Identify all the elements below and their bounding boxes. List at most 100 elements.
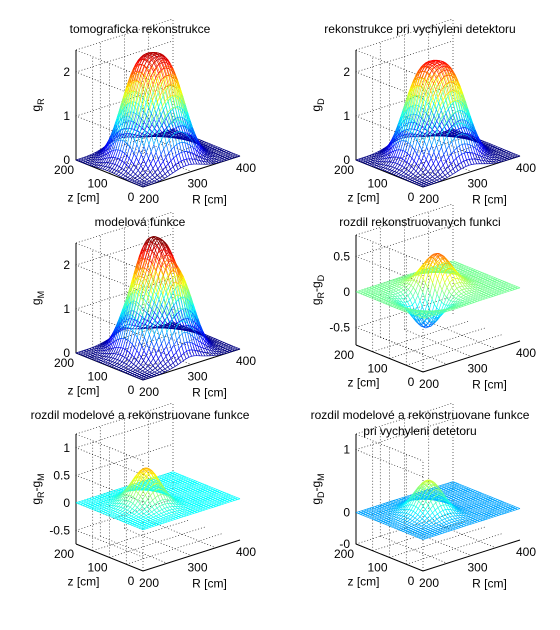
value-tick-label: 0 xyxy=(63,153,70,167)
value-axis-label: gD xyxy=(309,98,326,112)
r-tick-label: 200 xyxy=(419,192,439,206)
z-axis xyxy=(355,344,424,373)
r-tick-label: 200 xyxy=(139,192,159,206)
z-axis-label: z [cm] xyxy=(68,575,100,589)
value-axis-label: gR-gM xyxy=(29,473,46,504)
surface-mesh xyxy=(355,59,521,188)
surface-plot-5: -0.5 0 0.5 1 200 300 400 0 100 200 R [cm] z [cm] gR-… xyxy=(29,402,256,591)
surface-panel-6: rozdil modelové a rekonstruovane funkce p… xyxy=(280,392,560,597)
value-axis-label: gR-gD xyxy=(309,274,326,305)
value-tick-label: -0.5 xyxy=(329,320,350,334)
z-tick-label: 0 xyxy=(408,190,415,204)
value-tick-label: 1 xyxy=(343,443,350,457)
surface-panel-2: rekonstrukce pri vychyleni detektoru 0 1 2 2… xyxy=(280,0,560,207)
surface-mesh xyxy=(75,51,241,188)
r-tick-label: 300 xyxy=(467,177,487,191)
svg-text:gD: gD xyxy=(309,98,326,112)
z-axis-label: z [cm] xyxy=(348,575,380,589)
r-tick-label: 300 xyxy=(187,370,207,384)
z-tick-label: 200 xyxy=(54,356,74,370)
value-tick-label: 1 xyxy=(63,109,70,123)
value-tick-label: 0.5 xyxy=(53,468,70,482)
svg-text:gR: gR xyxy=(29,98,46,112)
surface-mesh xyxy=(75,236,241,381)
r-tick-label: 400 xyxy=(516,545,536,559)
z-tick-label: 100 xyxy=(87,561,107,575)
surface-mesh xyxy=(355,479,521,540)
r-axis-label: R [cm] xyxy=(472,577,507,591)
tick-labels: -0.5 0 0.5 200 300 400 0 100 200 xyxy=(329,249,536,391)
plot-title: rozdil modelové a rekonstruovane funkce xyxy=(30,408,250,422)
value-tick-label: 0 xyxy=(343,506,350,520)
z-axis xyxy=(355,543,424,572)
value-tick-label: 0 xyxy=(343,285,350,299)
r-tick-label: 300 xyxy=(467,561,487,575)
value-axis-label: gD-gM xyxy=(309,473,326,504)
r-tick-label: 400 xyxy=(516,346,536,360)
z-axis-label: z [cm] xyxy=(68,191,100,205)
r-axis-label: R [cm] xyxy=(192,193,227,207)
value-tick-label: -0.5 xyxy=(49,523,70,537)
z-axis-label: z [cm] xyxy=(348,191,380,205)
z-tick-label: 0 xyxy=(128,383,135,397)
surface-mesh xyxy=(75,467,241,531)
r-tick-label: 200 xyxy=(419,576,439,590)
z-tick-label: 100 xyxy=(87,370,107,384)
z-tick-label: 200 xyxy=(334,547,354,561)
z-axis xyxy=(75,543,144,572)
r-axis xyxy=(422,340,521,373)
z-axis-label: z [cm] xyxy=(348,376,380,390)
z-tick-label: 0 xyxy=(128,574,135,588)
surface-panel-5: rozdil modelové a rekonstruovane funkce -… xyxy=(0,392,280,597)
r-tick-label: 200 xyxy=(139,385,159,399)
plot-title: modelová funkce xyxy=(94,215,186,229)
surface-mesh xyxy=(355,253,521,329)
surface-panel-4: rozdil rekonstruovanych funkci -0.5 0 0.5 20… xyxy=(280,193,560,393)
value-axis-label: gM xyxy=(29,291,46,305)
z-tick-label: 200 xyxy=(54,547,74,561)
plot-title: rozdil rekonstruovanych funkci xyxy=(339,215,501,229)
r-tick-label: 300 xyxy=(467,362,487,376)
value-tick-label: 0 xyxy=(343,153,350,167)
value-tick-label: 1 xyxy=(63,441,70,455)
r-tick-label: 200 xyxy=(419,377,439,391)
surface-plot-2: 0 1 2 200 300 400 0 100 200 R [cm] z [cm] gD xyxy=(309,18,536,207)
z-tick-label: 0 xyxy=(408,574,415,588)
surface-panel-3: modelová funkce 0 1 2 200 300 400 0 100 200 R [cm]… xyxy=(0,193,280,400)
value-tick-label: 2 xyxy=(63,258,70,272)
z-tick-label: 100 xyxy=(367,362,387,376)
z-tick-label: 0 xyxy=(128,190,135,204)
surface-plot-1: 0 1 2 200 300 400 0 100 200 R [cm] z [cm] gR xyxy=(29,18,256,207)
value-tick-label: 2 xyxy=(343,65,350,79)
r-axis xyxy=(142,539,241,572)
z-tick-label: 200 xyxy=(334,163,354,177)
r-tick-label: 400 xyxy=(236,161,256,175)
value-tick-label: 1 xyxy=(343,109,350,123)
r-axis-label: R [cm] xyxy=(192,577,227,591)
z-axis-label: z [cm] xyxy=(68,384,100,398)
plot-title: rozdil modelové a rekonstruovane funkce xyxy=(310,408,530,422)
value-tick-label: 0.5 xyxy=(333,249,350,263)
plot-title: rekonstrukce pri vychyleni detektoru xyxy=(324,22,516,36)
z-tick-label: 100 xyxy=(87,177,107,191)
r-axis-label: R [cm] xyxy=(472,193,507,207)
z-tick-label: 0 xyxy=(408,375,415,389)
r-axis-label: R [cm] xyxy=(472,378,507,392)
surface-plot-6: -0 0 1 200 300 400 0 100 200 R [cm] z [cm] gD-gM xyxy=(309,402,536,591)
r-tick-label: 400 xyxy=(236,354,256,368)
z-tick-label: 100 xyxy=(367,561,387,575)
r-tick-label: 300 xyxy=(187,561,207,575)
r-axis-label: R [cm] xyxy=(192,386,227,400)
plot-subtitle: pri vychyleni detetoru xyxy=(363,424,477,438)
value-axis-label: gR xyxy=(29,98,46,112)
value-tick-label: 0 xyxy=(63,346,70,360)
tick-labels: 0 1 2 200 300 400 0 100 200 xyxy=(54,65,256,206)
z-tick-label: 200 xyxy=(334,348,354,362)
plot-title: tomograficka rekonstrukce xyxy=(69,22,211,36)
z-tick-label: 200 xyxy=(54,163,74,177)
value-tick-label: 2 xyxy=(63,65,70,79)
tick-labels: 0 1 2 200 300 400 0 100 200 xyxy=(54,258,256,399)
tick-labels: 0 1 2 200 300 400 0 100 200 xyxy=(334,65,536,206)
tick-labels: -0 0 1 200 300 400 0 100 200 xyxy=(334,443,536,590)
